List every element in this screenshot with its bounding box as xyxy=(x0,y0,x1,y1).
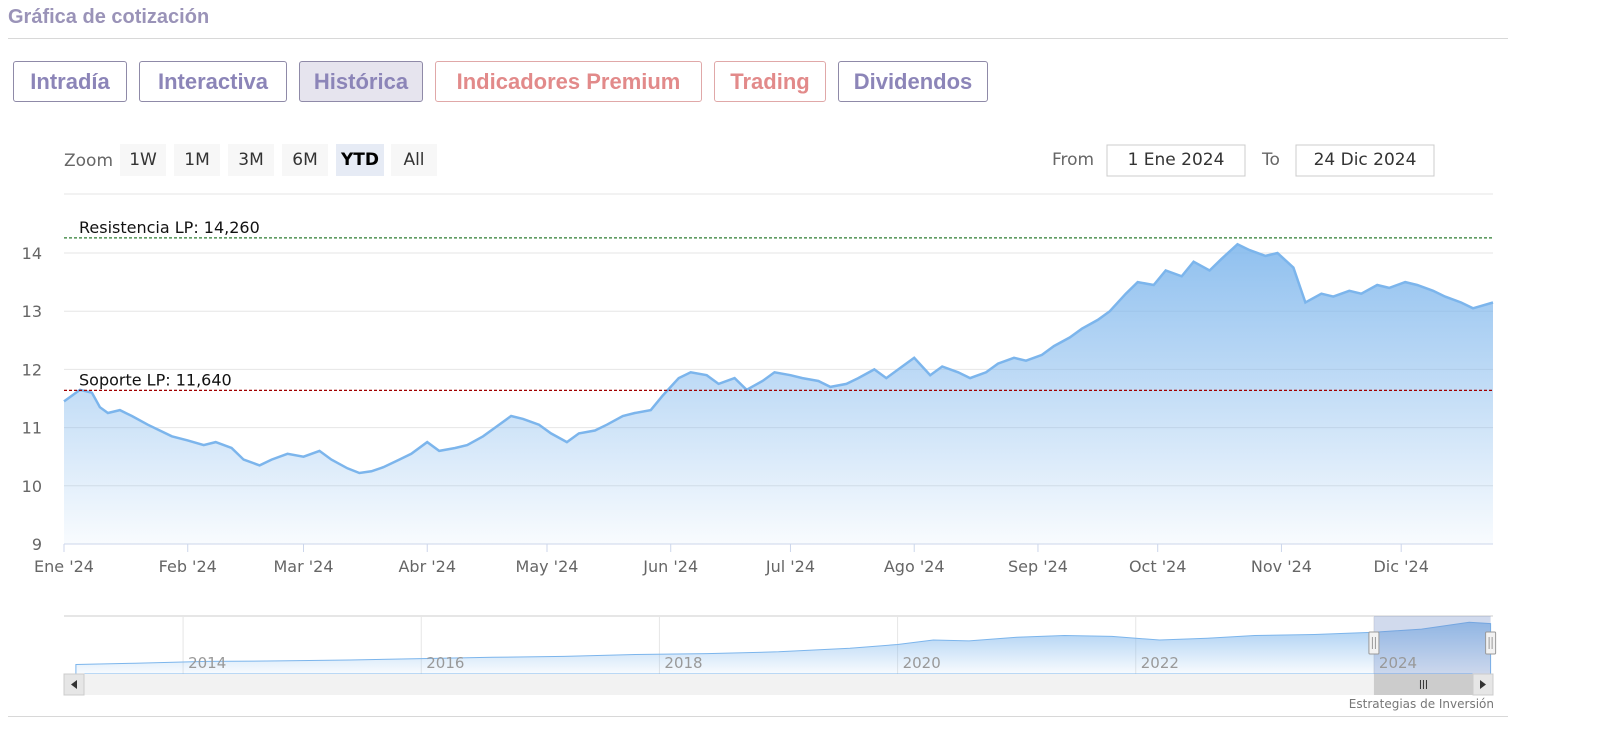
title-divider xyxy=(8,38,1508,39)
y-axis-labels: 9 10 11 12 13 14 xyxy=(22,244,42,554)
zoom-button-3m[interactable]: 3M xyxy=(228,144,274,176)
zoom-button-label: 1M xyxy=(184,150,209,170)
zoom-label: Zoom xyxy=(64,151,113,171)
arrow-right-icon xyxy=(1480,680,1486,689)
navigator-year-label: 2020 xyxy=(903,654,941,672)
navigator-selected-range[interactable] xyxy=(1373,616,1491,674)
navigator-year-label: 2018 xyxy=(664,654,702,672)
tab-historica[interactable]: Histórica xyxy=(299,61,423,102)
navigator-year-label: 2022 xyxy=(1141,654,1179,672)
price-area xyxy=(64,244,1493,545)
zoom-button-label: All xyxy=(403,150,424,170)
tab-intradia[interactable]: Intradía xyxy=(13,61,127,102)
x-tick-label: Oct '24 xyxy=(1129,557,1187,576)
from-date-value: 1 Ene 2024 xyxy=(1128,150,1225,170)
from-label: From xyxy=(1052,150,1094,170)
zoom-button-label: 3M xyxy=(238,150,263,170)
navigator-handle[interactable] xyxy=(1368,631,1380,655)
x-tick-label: Nov '24 xyxy=(1251,557,1312,576)
tab-dividendos[interactable]: Dividendos xyxy=(838,61,988,102)
to-date-input[interactable]: 24 Dic 2024 xyxy=(1295,144,1435,177)
x-tick-label: Mar '24 xyxy=(273,557,333,576)
navigator-handles[interactable] xyxy=(1368,631,1497,655)
bottom-divider xyxy=(8,716,1508,717)
x-tick-label: Ene '24 xyxy=(34,557,94,576)
x-tick-label: Jul '24 xyxy=(765,557,815,576)
navigator-year-label: 2016 xyxy=(426,654,464,672)
arrow-left-icon xyxy=(71,680,77,689)
y-tick-label: 11 xyxy=(22,419,42,438)
to-label: To xyxy=(1261,150,1280,170)
page-title: Gráfica de cotización xyxy=(8,6,210,28)
navigator-year-label: 2024 xyxy=(1379,654,1417,672)
grip-icon xyxy=(1419,680,1427,689)
support-label: Soporte LP: 11,640 xyxy=(79,370,232,389)
x-tick-label: Dic '24 xyxy=(1373,557,1428,576)
to-date-value: 24 Dic 2024 xyxy=(1314,150,1417,170)
y-tick-label: 14 xyxy=(22,244,42,263)
x-tick-label: May '24 xyxy=(516,557,579,576)
x-tick-label: Jun '24 xyxy=(642,557,698,576)
navigator-handle[interactable] xyxy=(1485,631,1497,655)
credits[interactable]: Estrategias de Inversión xyxy=(1348,697,1494,711)
zoom-button-label: 1W xyxy=(129,150,157,170)
zoom-button-label: YTD xyxy=(340,150,379,170)
zoom-button-ytd[interactable]: YTD xyxy=(336,144,384,176)
x-tick-label: Feb '24 xyxy=(159,557,217,576)
y-tick-label: 13 xyxy=(22,302,42,321)
zoom-button-label: 6M xyxy=(292,150,317,170)
y-tick-label: 12 xyxy=(22,360,42,379)
price-line xyxy=(63,242,1494,475)
y-tick-label: 9 xyxy=(32,535,42,554)
scrollbar-track[interactable] xyxy=(64,674,1493,695)
navigator-year-label: 2014 xyxy=(188,654,226,672)
stock-chart: Zoom 1W 1M 3M 6M YTD All From 1 Ene 2024 xyxy=(22,144,1497,696)
resistance-label: Resistencia LP: 14,260 xyxy=(79,218,260,237)
tab-interactiva[interactable]: Interactiva xyxy=(139,61,287,102)
x-axis-labels: Ene '24 Feb '24 Mar '24 Abr '24 May '24 Jun '… xyxy=(34,544,1429,576)
navigator-handle-body xyxy=(1485,631,1497,655)
x-tick-label: Sep '24 xyxy=(1008,557,1068,576)
zoom-button-all[interactable]: All xyxy=(391,144,437,176)
navigator-series xyxy=(75,621,1492,675)
tab-indicadores-premium[interactable]: Indicadores Premium xyxy=(435,61,702,102)
level-lines: Resistencia LP: 14,260 Soporte LP: 11,640 xyxy=(64,218,1493,391)
range-selector: Zoom 1W 1M 3M 6M YTD All From 1 Ene 2024 xyxy=(64,144,1435,177)
x-tick-label: Abr '24 xyxy=(398,557,456,576)
y-tick-label: 10 xyxy=(22,477,42,496)
zoom-button-1m[interactable]: 1M xyxy=(174,144,220,176)
scrollbar[interactable] xyxy=(63,673,1494,696)
navigator-handle-body xyxy=(1368,631,1380,655)
navigator-year-labels: 2014 2016 2018 2020 2022 2024 xyxy=(188,654,1417,672)
navigator[interactable]: 2014 2016 2018 2020 2022 2024 xyxy=(63,615,1497,696)
from-date-input[interactable]: 1 Ene 2024 xyxy=(1106,144,1246,177)
tab-trading[interactable]: Trading xyxy=(714,61,826,102)
x-tick-label: Ago '24 xyxy=(884,557,945,576)
zoom-button-6m[interactable]: 6M xyxy=(282,144,328,176)
zoom-button-1w[interactable]: 1W xyxy=(120,144,166,176)
